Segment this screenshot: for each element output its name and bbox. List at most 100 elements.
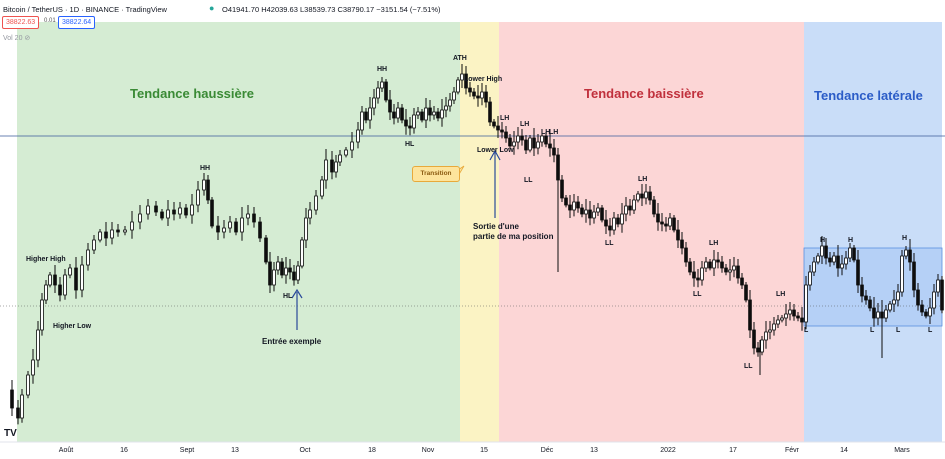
candle-body (892, 299, 896, 305)
candle-body (500, 129, 504, 133)
candle-body (692, 271, 696, 279)
x-tick-label: Sept (179, 447, 195, 454)
candle-body (492, 121, 496, 127)
candle-body (20, 394, 24, 419)
candle-body (796, 315, 800, 319)
candle-body (456, 79, 460, 93)
candle-body (476, 95, 480, 99)
candle-body (744, 284, 748, 301)
candle-body (544, 135, 548, 145)
candle-body (712, 259, 716, 269)
candle-body (154, 205, 158, 213)
candle-body (412, 114, 416, 129)
candle-body (588, 209, 592, 219)
candle-body (864, 295, 868, 301)
l-label-3: L (896, 327, 901, 334)
candle-body (608, 225, 612, 231)
exit-label-line2: partie de ma position (473, 232, 554, 241)
candle-body (452, 91, 456, 101)
candle-body (688, 261, 692, 273)
candle-body (404, 119, 408, 127)
candle-body (184, 207, 188, 216)
zone-label-bearish: Tendance baissière (584, 86, 704, 101)
candle-body (624, 205, 628, 215)
candle-body (190, 204, 194, 216)
candle-body (360, 111, 364, 131)
candle-body (58, 284, 62, 296)
candle-body (684, 247, 688, 263)
candle-body (900, 255, 904, 293)
zone-label-bullish: Tendance haussière (130, 86, 255, 101)
candle-body (756, 347, 760, 353)
candle-body (196, 189, 200, 206)
candle-body (532, 137, 536, 149)
candle-body (896, 291, 900, 301)
candle-body (444, 105, 448, 111)
lh-label-4: LH (549, 129, 559, 136)
eye-hidden-icon[interactable]: ⊘ (24, 35, 31, 42)
candle-body (392, 111, 396, 119)
candle-body (820, 245, 824, 257)
hh-label-2: HH (200, 165, 211, 172)
candle-body (700, 267, 704, 281)
candle-body (53, 274, 57, 286)
candle-body (924, 311, 928, 317)
candle-body (516, 135, 520, 143)
candle-body (672, 217, 676, 231)
hl-label-2: HL (283, 293, 293, 300)
candle-body (644, 191, 648, 199)
candle-body (940, 279, 944, 311)
candle-body (600, 207, 604, 221)
candle-body (868, 299, 872, 309)
candle-body (616, 217, 620, 225)
higher-low-label: Higher Low (53, 323, 92, 330)
zone-bullish (17, 22, 460, 442)
spread-value: 0.01 (44, 18, 56, 24)
candle-body (840, 263, 844, 269)
candle-body (812, 261, 816, 273)
candle-body (460, 73, 464, 81)
candle-body (334, 161, 338, 173)
tradingview-logo-icon[interactable]: TV (4, 428, 17, 439)
candle-body (736, 265, 740, 279)
x-tick-label: Déc (540, 447, 554, 454)
candle-body (304, 217, 308, 241)
candle-body (440, 109, 444, 119)
sell-price-box[interactable]: 38822.63 (2, 16, 40, 29)
volume-indicator[interactable]: Vol 20 ⊘ (3, 34, 30, 42)
candle-body (320, 179, 324, 197)
candle-body (520, 135, 524, 141)
candle-body (31, 359, 35, 376)
candle-body (784, 313, 788, 319)
symbol-title[interactable]: Bitcoin / TetherUS · 1D · BINANCE · Trad… (3, 5, 167, 14)
candle-body (496, 125, 500, 131)
candle-body (800, 317, 804, 323)
buy-price-box[interactable]: 38822.64 (58, 16, 96, 29)
candle-body (424, 107, 428, 121)
candle-body (364, 111, 368, 121)
candle-body (368, 107, 372, 121)
h-label-2: H (848, 237, 854, 244)
candle-body (604, 219, 608, 227)
candle-body (836, 255, 840, 269)
x-tick-label: 13 (590, 447, 598, 454)
x-tick-label: Févr (785, 447, 799, 454)
candle-body (828, 257, 832, 263)
candle-body (652, 199, 656, 215)
candle-body (416, 111, 420, 116)
candle-body (872, 307, 876, 319)
x-tick-label: 15 (480, 447, 488, 454)
candle-body (512, 141, 516, 147)
candlesticks (10, 64, 944, 425)
candle-body (488, 101, 492, 123)
candle-body (728, 269, 732, 273)
candle-body (676, 229, 680, 241)
candle-body (130, 221, 134, 231)
candle-body (584, 209, 588, 215)
candle-body (504, 131, 508, 139)
x-tick-label: 17 (729, 447, 737, 454)
candle-body (772, 323, 776, 331)
x-tick-label: Nov (421, 447, 435, 454)
candle-body (640, 193, 644, 199)
